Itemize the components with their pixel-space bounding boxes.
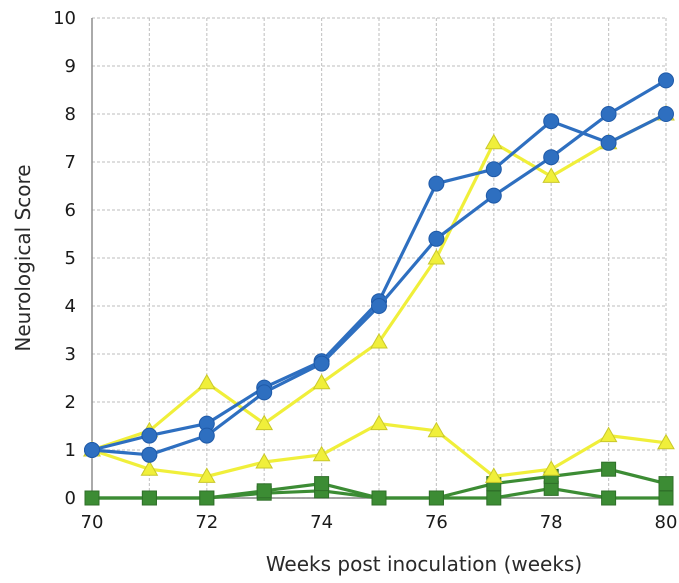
data-point xyxy=(197,467,216,483)
data-point xyxy=(84,442,100,458)
x-tick-label: 72 xyxy=(195,512,218,533)
data-point xyxy=(255,414,274,431)
data-point xyxy=(543,149,560,166)
data-point xyxy=(485,187,502,204)
data-point xyxy=(371,298,387,314)
data-point xyxy=(657,433,675,450)
y-tick-label: 5 xyxy=(65,248,76,269)
x-tick-label: 76 xyxy=(425,512,448,533)
data-point xyxy=(428,490,444,506)
x-tick-label: 80 xyxy=(655,512,678,533)
data-point xyxy=(658,490,674,506)
data-point xyxy=(312,445,331,462)
y-tick-label: 1 xyxy=(65,440,76,461)
x-tick-label: 70 xyxy=(81,512,104,533)
data-point xyxy=(255,452,274,469)
data-point xyxy=(543,113,560,130)
data-point xyxy=(313,355,330,372)
series-4 xyxy=(83,414,675,483)
data-point xyxy=(312,373,331,390)
data-point xyxy=(600,106,617,122)
data-point xyxy=(314,476,330,492)
data-point xyxy=(542,167,561,183)
y-tick-label: 4 xyxy=(65,296,76,317)
y-tick-label: 10 xyxy=(53,8,76,29)
data-point xyxy=(427,421,446,438)
y-tick-label: 9 xyxy=(65,56,76,77)
y-tick-label: 7 xyxy=(65,152,76,173)
y-tick-label: 8 xyxy=(65,104,76,125)
data-point xyxy=(601,461,617,477)
data-point xyxy=(542,460,561,476)
data-point xyxy=(141,446,158,463)
data-point xyxy=(658,476,674,492)
data-point xyxy=(370,332,388,349)
data-point xyxy=(84,490,100,506)
data-point xyxy=(141,427,158,444)
y-tick-label: 2 xyxy=(65,392,76,413)
y-tick-label: 3 xyxy=(65,344,76,365)
data-point xyxy=(484,133,503,150)
y-axis-title: Neurological Score xyxy=(11,164,35,351)
data-point xyxy=(197,373,216,390)
data-point xyxy=(428,175,445,192)
grid-lines xyxy=(91,17,667,499)
series-5 xyxy=(84,461,674,506)
data-point xyxy=(601,490,617,506)
y-tick-label: 0 xyxy=(65,488,76,509)
data-point xyxy=(427,248,446,265)
x-tick-label: 78 xyxy=(540,512,563,533)
data-point xyxy=(428,230,445,247)
x-axis-title: Weeks post inoculation (weeks) xyxy=(266,552,582,576)
data-point xyxy=(256,483,272,499)
data-point xyxy=(658,72,674,89)
data-point xyxy=(485,161,502,178)
data-point xyxy=(256,384,273,401)
data-point xyxy=(140,460,159,476)
data-point xyxy=(141,490,157,506)
data-point xyxy=(600,134,617,151)
series-layer xyxy=(83,72,675,506)
series-1 xyxy=(84,72,674,463)
data-point xyxy=(658,106,674,122)
data-point xyxy=(486,490,502,506)
data-point xyxy=(199,490,215,506)
y-tick-label: 6 xyxy=(65,200,76,221)
data-point xyxy=(370,414,388,431)
data-point xyxy=(484,467,503,483)
data-point xyxy=(198,427,215,444)
data-point xyxy=(371,490,387,506)
data-point xyxy=(599,426,618,443)
x-tick-label: 74 xyxy=(310,512,333,533)
